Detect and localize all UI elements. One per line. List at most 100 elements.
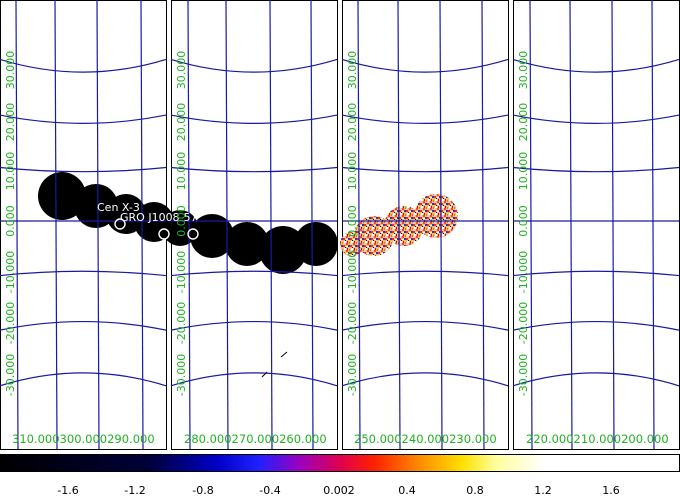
latitude-label: 20.000 bbox=[517, 103, 530, 142]
parallel-line bbox=[0, 372, 167, 387]
exposure-noise bbox=[414, 194, 458, 238]
parallel-line bbox=[512, 58, 680, 73]
meridian-line bbox=[269, 0, 273, 450]
colorbar-tick-label: -1.2 bbox=[124, 484, 145, 497]
colorbar-tick-label: 0.4 bbox=[398, 484, 416, 497]
meridian-line bbox=[140, 0, 144, 450]
coordinate-grid bbox=[0, 0, 680, 450]
parallel-line bbox=[341, 270, 509, 277]
exposure-blob bbox=[38, 172, 86, 220]
meridian-line bbox=[529, 0, 533, 450]
colorbar-tick-label: -0.4 bbox=[259, 484, 280, 497]
colorbar-tick-label: 1.6 bbox=[602, 484, 620, 497]
parallel-line bbox=[170, 321, 338, 331]
exposure-blob bbox=[294, 222, 338, 266]
latitude-label: 20.000 bbox=[4, 103, 17, 142]
parallel-line bbox=[0, 58, 167, 73]
exposure-blob bbox=[225, 222, 269, 266]
latitude-label: 30.000 bbox=[175, 51, 188, 90]
colorbar-tick-label: 0.002 bbox=[323, 484, 355, 497]
meridian-line bbox=[611, 0, 615, 450]
meridian-line bbox=[310, 0, 314, 450]
colorbar-tick-label: -0.8 bbox=[192, 484, 213, 497]
colorbar-gradient bbox=[0, 454, 680, 472]
panel-frame-4 bbox=[513, 0, 680, 450]
colorbar: -1.6 -1.2 -0.8 -0.4 0.002 0.4 0.8 1.2 1.6 bbox=[0, 454, 680, 497]
latitude-label: 10.000 bbox=[346, 152, 359, 191]
parallel-line bbox=[170, 270, 338, 277]
latitude-label: 30.000 bbox=[517, 51, 530, 90]
latitude-label: 10.000 bbox=[517, 152, 530, 191]
latitude-label: 10.000 bbox=[175, 152, 188, 191]
latitude-label: -20.000 bbox=[346, 302, 359, 344]
parallel-line bbox=[512, 114, 680, 124]
colorbar-tick-label: 0.8 bbox=[466, 484, 484, 497]
latitude-label: -30.000 bbox=[175, 354, 188, 396]
parallel-line bbox=[341, 372, 509, 387]
parallel-line bbox=[512, 372, 680, 387]
source-marker-cen-x3[interactable] bbox=[114, 218, 126, 230]
parallel-line bbox=[170, 166, 338, 173]
source-marker-gro-j1008-b[interactable] bbox=[187, 228, 199, 240]
parallel-line bbox=[170, 372, 338, 387]
exposure-blob bbox=[190, 214, 234, 258]
latitude-label: -20.000 bbox=[175, 302, 188, 344]
longitude-labels: 220.000210.000200.000 bbox=[526, 432, 669, 446]
latitude-label: -10.000 bbox=[4, 251, 17, 293]
parallel-line bbox=[0, 321, 167, 331]
source-label-cen-x3: Cen X-3 bbox=[97, 201, 140, 214]
parallel-line bbox=[170, 114, 338, 124]
source-markers: Cen X-3 GRO J1008-57 bbox=[97, 201, 288, 378]
latitude-label: -20.000 bbox=[4, 302, 17, 344]
parallel-line bbox=[512, 270, 680, 277]
latitude-label: 0.000 bbox=[4, 205, 17, 237]
parallel-line bbox=[341, 166, 509, 173]
meridian-line bbox=[481, 0, 485, 450]
colorbar-tick-label: 1.2 bbox=[534, 484, 552, 497]
panel-frame-3 bbox=[342, 0, 509, 450]
colorbar-tick-label: -1.6 bbox=[57, 484, 78, 497]
longitude-labels: 250.000240.000230.000 bbox=[354, 432, 497, 446]
latitude-label: -10.000 bbox=[175, 251, 188, 293]
meridian-line bbox=[96, 0, 100, 450]
latitude-label: -30.000 bbox=[4, 354, 17, 396]
exposure-track bbox=[38, 172, 458, 274]
latitude-label: 20.000 bbox=[346, 103, 359, 142]
latitude-label: 10.000 bbox=[4, 152, 17, 191]
source-label-gro-j1008: GRO J1008-57 bbox=[120, 211, 198, 224]
meridian-line bbox=[15, 0, 19, 450]
parallel-line bbox=[512, 321, 680, 331]
meridian-line bbox=[569, 0, 573, 450]
parallel-line bbox=[341, 321, 509, 331]
latitude-label: -10.000 bbox=[517, 251, 530, 293]
parallel-line bbox=[0, 114, 167, 124]
meridian-line bbox=[187, 0, 191, 450]
longitude-labels: 310.000300.000290.000 bbox=[12, 432, 155, 446]
artifact-mark bbox=[261, 371, 268, 378]
latitude-label: -10.000 bbox=[346, 251, 359, 293]
parallel-line bbox=[341, 58, 509, 73]
source-marker-gro-j1008[interactable] bbox=[158, 228, 170, 240]
longitude-labels: 280.000270.000260.000 bbox=[184, 432, 327, 446]
meridian-line bbox=[54, 0, 58, 450]
latitude-label: -30.000 bbox=[346, 354, 359, 396]
parallel-line bbox=[0, 166, 167, 173]
latitude-label: 0.000 bbox=[346, 205, 359, 237]
latitude-label: -30.000 bbox=[517, 354, 530, 396]
meridian-line bbox=[439, 0, 443, 450]
latitude-label: 0.000 bbox=[175, 205, 188, 237]
meridian-line bbox=[651, 0, 655, 450]
parallel-line bbox=[512, 166, 680, 173]
latitude-label: 30.000 bbox=[346, 51, 359, 90]
parallel-line bbox=[341, 114, 509, 124]
latitude-label: -20.000 bbox=[517, 302, 530, 344]
latitude-label: 30.000 bbox=[4, 51, 17, 90]
axis-labels: 30.000 20.000 10.000 0.000 -10.000 -20.000 -30… bbox=[4, 51, 669, 446]
parallel-line bbox=[170, 58, 338, 73]
parallel-line bbox=[0, 270, 167, 277]
latitude-label: 20.000 bbox=[175, 103, 188, 142]
artifact-mark bbox=[280, 351, 288, 358]
meridian-line bbox=[357, 0, 361, 450]
latitude-label: 0.000 bbox=[517, 205, 530, 237]
